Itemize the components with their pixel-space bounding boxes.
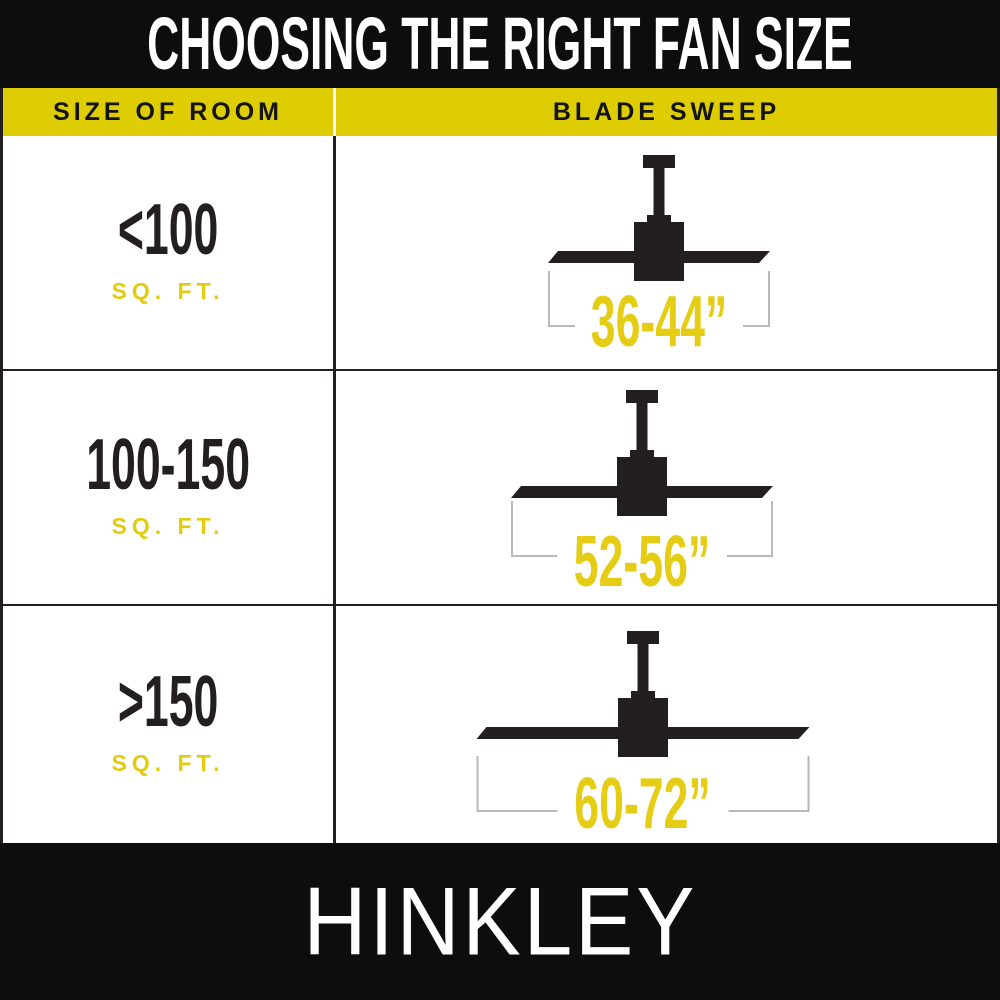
column-header-label: SIZE OF ROOM: [53, 97, 283, 126]
header-cell-size-of-room: SIZE OF ROOM: [3, 88, 336, 136]
room-size-unit: SQ. FT.: [111, 278, 225, 304]
room-size-unit: SQ. FT.: [111, 513, 225, 539]
blade-sweep-cell: 60-72”: [336, 606, 997, 843]
room-size-value: >150: [117, 662, 219, 742]
fan-size-table: SIZE OF ROOM BLADE SWEEP <100 SQ. FT.: [0, 88, 1000, 843]
measurement-bracket: [547, 271, 770, 327]
title-banner: CHOOSING THE RIGHT FAN SIZE: [0, 0, 1000, 88]
table-header-row: SIZE OF ROOM BLADE SWEEP: [3, 88, 997, 136]
page-title: CHOOSING THE RIGHT FAN SIZE: [147, 2, 853, 85]
room-size-cell: >150 SQ. FT.: [3, 606, 336, 843]
fan-figure: 36-44”: [547, 136, 770, 369]
ceiling-fan-icon: [547, 155, 770, 281]
table-row: <100 SQ. FT. 36-44”: [3, 136, 997, 371]
blade-sweep-cell: 36-44”: [336, 136, 997, 369]
room-size-cell: <100 SQ. FT.: [3, 136, 336, 369]
column-header-label: BLADE SWEEP: [552, 97, 781, 126]
fan-figure: 52-56”: [510, 371, 773, 604]
room-size-unit: SQ. FT.: [111, 750, 225, 776]
blade-sweep-value: 36-44”: [590, 282, 727, 362]
room-size-value: <100: [117, 190, 219, 270]
blade-sweep-cell: 52-56”: [336, 371, 997, 604]
ceiling-fan-icon: [510, 390, 773, 516]
brand-banner: HINKLEY: [0, 843, 1000, 1000]
brand-logo: HINKLEY: [303, 867, 697, 976]
measurement-bracket: [510, 501, 773, 557]
blade-sweep-value: 52-56”: [573, 522, 710, 602]
ceiling-fan-icon: [476, 631, 809, 757]
table-row: 100-150 SQ. FT. 52-56”: [3, 371, 997, 606]
table-row: >150 SQ. FT. 60-72”: [3, 606, 997, 843]
measurement-bracket: [476, 756, 809, 812]
blade-sweep-value: 60-72”: [574, 764, 711, 844]
room-size-cell: 100-150 SQ. FT.: [3, 371, 336, 604]
room-size-value: 100-150: [86, 425, 250, 505]
fan-figure: 60-72”: [476, 606, 809, 843]
header-cell-blade-sweep: BLADE SWEEP: [336, 88, 997, 136]
